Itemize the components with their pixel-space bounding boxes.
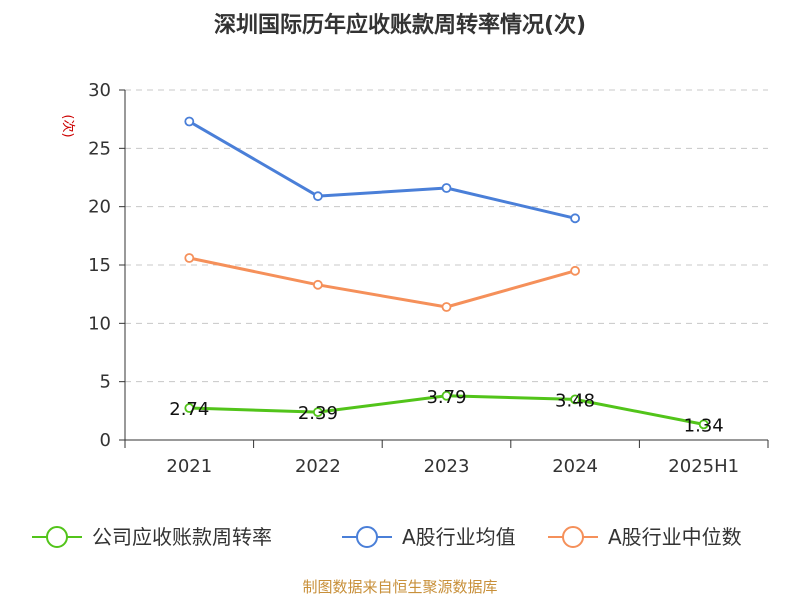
data-point xyxy=(570,394,580,405)
data-label: 3.48 xyxy=(555,390,595,411)
data-point xyxy=(441,390,452,401)
legend-label: 公司应收账款周转率 xyxy=(92,525,272,549)
series-line xyxy=(188,120,576,220)
series-line xyxy=(188,256,576,309)
x-tick-label: 2023 xyxy=(424,456,470,477)
data-point xyxy=(312,279,323,290)
y-tick-label: 15 xyxy=(88,255,111,276)
x-tick-label: 2025H1 xyxy=(668,456,739,477)
data-label: 1.34 xyxy=(684,415,724,436)
legend-marker xyxy=(46,526,68,548)
y-axis-label: (次) xyxy=(60,114,76,137)
data-point xyxy=(312,407,323,418)
data-point xyxy=(184,403,195,413)
data-label: 2.39 xyxy=(298,403,338,424)
y-axis-ticks: 0 5 10 15 20 25 30 xyxy=(88,80,126,451)
grid-lines xyxy=(125,89,768,383)
y-tick-label: 0 xyxy=(100,430,111,451)
data-point xyxy=(570,265,580,276)
legend-label: A股行业中位数 xyxy=(608,525,742,549)
y-tick-label: 10 xyxy=(88,313,111,334)
x-tick-label: 2024 xyxy=(552,456,598,477)
x-tick-label: 2021 xyxy=(166,456,212,477)
data-point xyxy=(184,253,195,263)
data-label: 2.74 xyxy=(169,399,209,420)
source-note: 制图数据来自恒生聚源数据库 xyxy=(302,578,497,596)
data-point xyxy=(312,191,323,202)
legend: 公司应收账款周转率 A股行业均值 A股行业中位数 xyxy=(32,525,742,549)
legend-marker xyxy=(356,526,378,548)
y-tick-label: 30 xyxy=(88,80,111,101)
data-label: 3.79 xyxy=(426,387,466,408)
series-group: 2.74 2.39 3.79 3.48 1.34 xyxy=(169,116,724,436)
legend-marker xyxy=(562,526,584,548)
x-axis: 2021 2022 2023 2024 2025H1 xyxy=(124,439,769,477)
data-point xyxy=(570,213,580,224)
y-tick-label: 20 xyxy=(88,197,111,218)
x-tick-label: 2022 xyxy=(295,456,341,477)
data-point xyxy=(441,302,452,312)
data-point xyxy=(441,183,452,193)
y-tick-label: 25 xyxy=(88,138,111,159)
legend-label: A股行业均值 xyxy=(402,525,516,549)
data-point xyxy=(184,116,195,127)
chart-title: 深圳国际历年应收账款周转率情况(次) xyxy=(214,12,586,38)
y-tick-label: 5 xyxy=(100,372,111,393)
data-point xyxy=(698,419,709,430)
